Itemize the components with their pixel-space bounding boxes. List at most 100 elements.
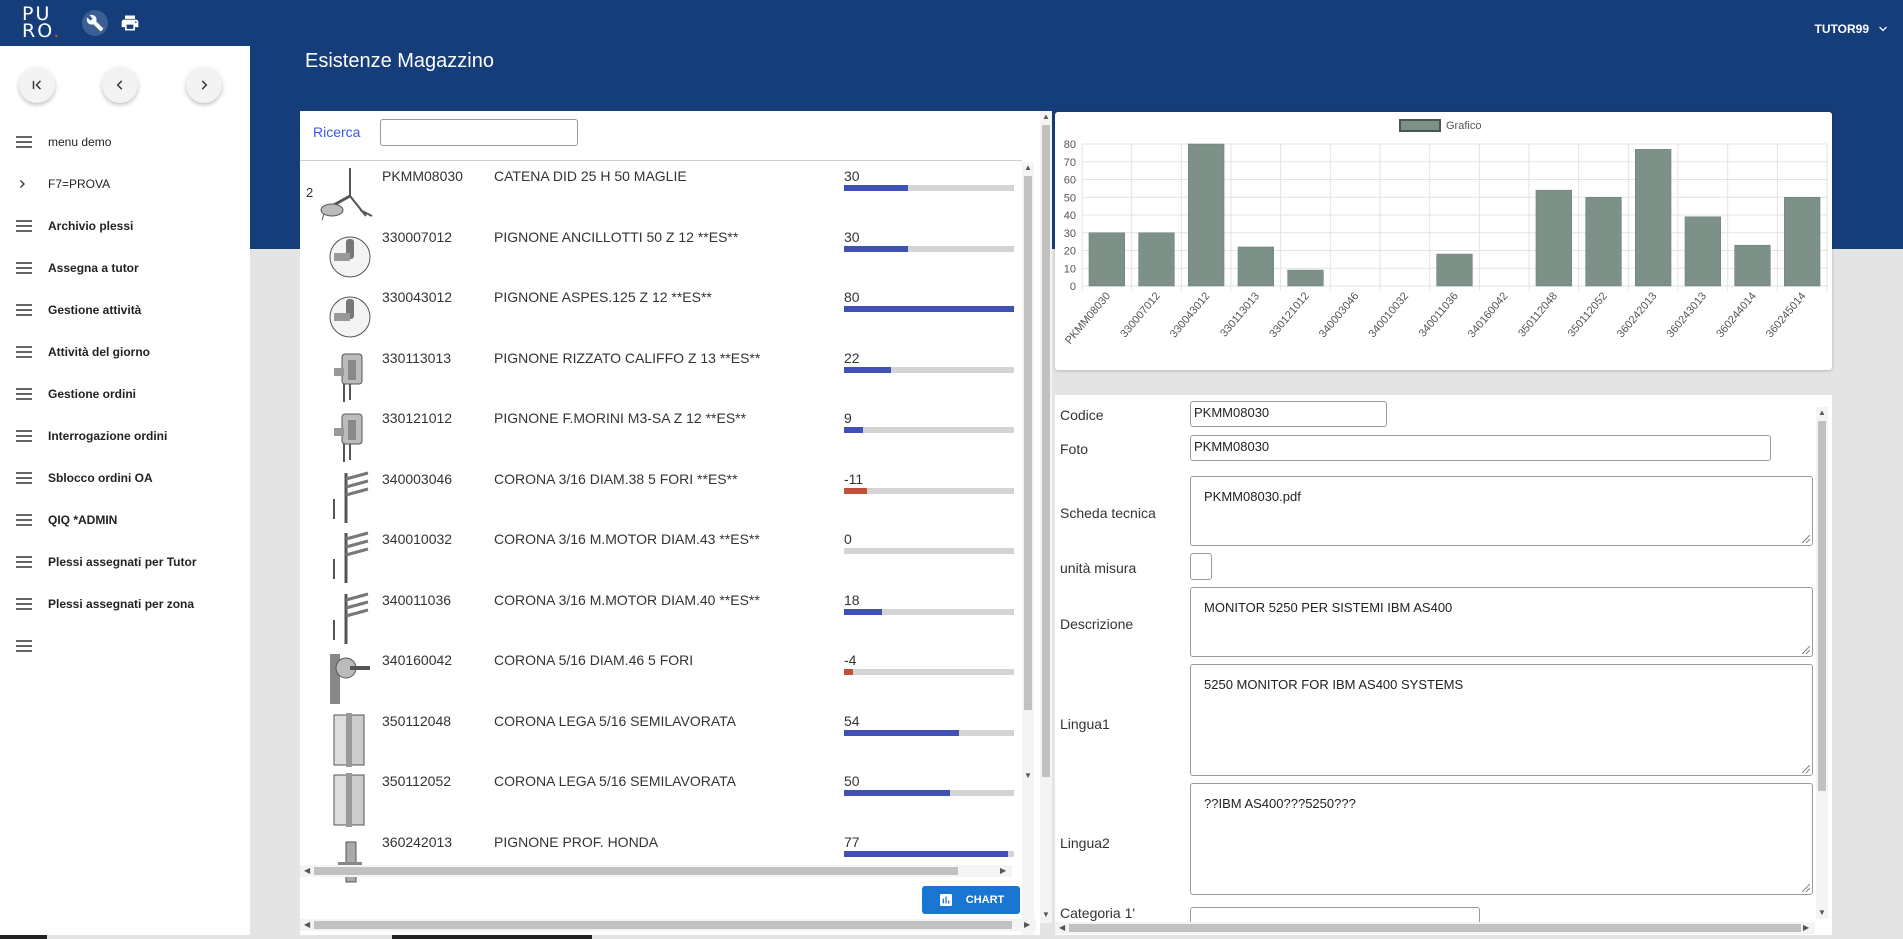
detail-scroll-right-icon[interactable]: ▶ — [1803, 923, 1810, 932]
stock-list-panel: Ricerca 2 PKMM08030 CATENA DID 25 H 50 MA… — [300, 111, 1052, 939]
sidebar-item[interactable] — [0, 625, 250, 667]
product-image — [320, 166, 374, 222]
sidebar-item[interactable]: Gestione ordini — [0, 373, 250, 415]
y-tick-label: 60 — [1064, 175, 1076, 187]
product-row[interactable]: PKMM08030 CATENA DID 25 H 50 MAGLIE 30 — [300, 162, 1016, 222]
detail-scroll-down-icon[interactable]: ▼ — [1818, 908, 1826, 917]
product-code: 330113013 — [382, 349, 452, 366]
next-button[interactable] — [186, 67, 222, 103]
sidebar: menu demo F7=PROVA Archivio plessi Assegna … — [0, 46, 250, 939]
panel-scroll-left-icon[interactable]: ◀ — [304, 920, 311, 929]
chart-bar — [1436, 253, 1473, 287]
list-vertical-scrollbar[interactable]: ▲ ▼ — [1022, 162, 1034, 939]
panel-scroll-down-icon[interactable]: ▼ — [1042, 910, 1050, 919]
product-row[interactable]: 330007012 PIGNONE ANCILLOTTI 50 Z 12 **ES… — [300, 223, 1016, 283]
chevron-right-icon — [16, 178, 48, 190]
list-scroll-thumb[interactable] — [1024, 176, 1032, 710]
descrizione-field[interactable]: MONITOR 5250 PER SISTEMI IBM AS400 — [1190, 587, 1813, 657]
user-menu[interactable]: TUTOR99 — [1815, 22, 1889, 36]
sidebar-item[interactable]: Archivio plessi — [0, 205, 250, 247]
chart-bar — [1635, 149, 1672, 287]
scroll-left-arrow-icon[interactable]: ◀ — [304, 866, 311, 875]
list-hscroll-thumb[interactable] — [314, 867, 958, 875]
lingua1-field[interactable]: 5250 MONITOR FOR IBM AS400 SYSTEMS — [1190, 664, 1813, 776]
search-row: Ricerca — [300, 111, 1022, 161]
product-description: PIGNONE ASPES.125 Z 12 **ES** — [494, 289, 712, 305]
chart-bar — [1585, 197, 1622, 287]
sidebar-item[interactable]: Sblocco ordini OA — [0, 457, 250, 499]
product-row[interactable]: 340003046 CORONA 3/16 DIAM.38 5 FORI **ES… — [300, 465, 1016, 525]
product-row[interactable]: 350112052 CORONA LEGA 5/16 SEMILAVORATA 50 — [300, 767, 1016, 827]
codice-field[interactable]: PKMM08030 — [1190, 401, 1387, 427]
legend-swatch — [1399, 119, 1441, 132]
sidebar-item[interactable]: Gestione attività — [0, 289, 250, 331]
unita-misura-field[interactable] — [1190, 553, 1212, 580]
panel-horizontal-scrollbar[interactable]: ◀ ▶ — [300, 919, 1036, 931]
scroll-down-arrow-icon[interactable]: ▼ — [1024, 771, 1032, 780]
chart-bar — [1188, 143, 1225, 287]
panel-hscroll-thumb[interactable] — [314, 921, 1012, 929]
product-row[interactable]: 340011036 CORONA 3/16 M.MOTOR DIAM.40 **E… — [300, 586, 1016, 646]
app-logo[interactable]: PU RO. — [22, 5, 60, 42]
chart-panel: Grafico 0 10 20 30 40 50 60 70 80 PKMM08030 3300070… — [1055, 112, 1832, 370]
detail-hscroll-thumb[interactable] — [1069, 924, 1801, 932]
product-row[interactable]: 360242013 PIGNONE PROF. HONDA 77 — [300, 828, 1016, 888]
panel-scroll-thumb[interactable] — [1042, 125, 1050, 777]
sidebar-item-label: QIQ *ADMIN — [48, 513, 118, 527]
quantity-bar-fill — [844, 790, 951, 796]
sidebar-item-label: Gestione attività — [48, 303, 142, 317]
print-button[interactable] — [117, 10, 143, 36]
scroll-right-arrow-icon[interactable]: ▶ — [1000, 866, 1007, 875]
product-image — [320, 650, 374, 706]
sidebar-item-label: Sblocco ordini OA — [48, 471, 153, 485]
sidebar-item[interactable]: Plessi assegnati per zona — [0, 583, 250, 625]
y-tick-label: 10 — [1064, 263, 1076, 275]
prev-button[interactable] — [102, 67, 138, 103]
first-page-button[interactable] — [19, 67, 55, 103]
search-input[interactable] — [380, 119, 578, 146]
detail-scroll-thumb[interactable] — [1818, 421, 1826, 791]
sidebar-item[interactable]: menu demo — [0, 121, 250, 163]
product-code: 340011036 — [382, 591, 452, 608]
product-row[interactable]: 350112048 CORONA LEGA 5/16 SEMILAVORATA 54 — [300, 707, 1016, 767]
product-quantity: 30 — [844, 228, 860, 245]
scroll-up-arrow-icon[interactable]: ▲ — [1024, 163, 1032, 172]
product-quantity: -11 — [844, 470, 864, 487]
panel-vertical-scrollbar[interactable]: ▲ ▼ — [1040, 111, 1052, 923]
sidebar-item[interactable]: Assegna a tutor — [0, 247, 250, 289]
sidebar-item[interactable]: F7=PROVA — [0, 163, 250, 205]
detail-scroll-left-icon[interactable]: ◀ — [1059, 923, 1066, 932]
detail-scroll-up-icon[interactable]: ▲ — [1818, 408, 1826, 417]
legend-label: Grafico — [1446, 120, 1481, 132]
sidebar-item-label: F7=PROVA — [48, 177, 111, 191]
product-row[interactable]: 340160042 CORONA 5/16 DIAM.46 5 FORI -4 — [300, 646, 1016, 706]
sidebar-item[interactable]: Plessi assegnati per Tutor — [0, 541, 250, 583]
quantity-bar-fill — [844, 850, 1008, 857]
x-tick-label: 330121012 — [1267, 290, 1312, 340]
product-description: CORONA LEGA 5/16 SEMILAVORATA — [494, 712, 736, 729]
sidebar-item[interactable]: Interrogazione ordini — [0, 415, 250, 457]
hamburger-icon — [16, 346, 48, 358]
chart-button[interactable]: CHART — [922, 886, 1020, 914]
lingua2-field[interactable]: ??IBM AS400???5250??? — [1190, 783, 1813, 895]
foto-field[interactable]: PKMM08030 — [1190, 435, 1771, 461]
sidebar-item[interactable]: QIQ *ADMIN — [0, 499, 250, 541]
product-description: PIGNONE RIZZATO CALIFFO Z 13 **ES** — [494, 349, 761, 366]
panel-scroll-right-icon[interactable]: ▶ — [1024, 920, 1031, 929]
x-tick-label: 330113013 — [1218, 290, 1262, 339]
panel-scroll-up-icon[interactable]: ▲ — [1042, 112, 1050, 121]
x-tick-label: 350112048 — [1516, 290, 1560, 339]
product-row[interactable]: 330043012 PIGNONE ASPES.125 Z 12 **ES** 80 — [300, 283, 1016, 343]
detail-vertical-scrollbar[interactable]: ▲ ▼ — [1816, 407, 1828, 919]
detail-horizontal-scrollbar[interactable]: ◀ ▶ — [1055, 922, 1815, 934]
product-row[interactable]: 330121012 PIGNONE F.MORINI M3-SA Z 12 **E… — [300, 404, 1016, 464]
scheda-tecnica-field[interactable]: PKMM08030.pdf — [1190, 476, 1813, 546]
list-horizontal-scrollbar[interactable]: ◀ ▶ — [300, 865, 1012, 877]
hamburger-icon — [16, 640, 48, 652]
y-tick-label: 20 — [1064, 246, 1076, 258]
quantity-bar — [844, 729, 1014, 736]
product-row[interactable]: 340010032 CORONA 3/16 M.MOTOR DIAM.43 **E… — [300, 525, 1016, 585]
wrench-button[interactable] — [82, 10, 108, 36]
product-row[interactable]: 330113013 PIGNONE RIZZATO CALIFFO Z 13 **… — [300, 344, 1016, 404]
sidebar-item[interactable]: Attività del giorno — [0, 331, 250, 373]
